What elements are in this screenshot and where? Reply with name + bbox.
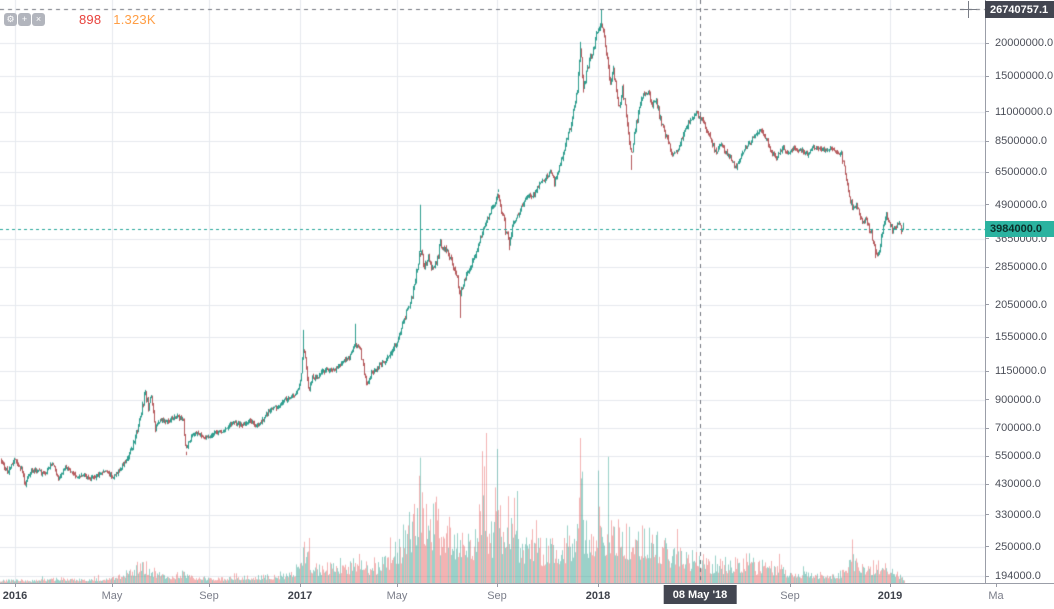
price-tick-mark: [985, 304, 989, 306]
crosshair-price-label: 26740757.1: [985, 1, 1054, 18]
price-tick-mark: [985, 546, 989, 548]
price-tick-mark: [985, 266, 989, 268]
time-tick-label: 2018: [585, 590, 611, 602]
time-tick-label: Ma: [988, 590, 1004, 602]
price-tick-label: 4900000.0: [985, 199, 1047, 211]
crosshair-date-label: 08 May '18: [663, 585, 737, 604]
price-tick-mark: [985, 575, 989, 577]
price-tick-label: 11000000.0: [985, 106, 1052, 118]
last-price-label: 3984000.0: [985, 220, 1054, 237]
time-tick-label: 2019: [877, 590, 903, 602]
time-tick-label: May: [386, 590, 408, 602]
price-tick-label: 2050000.0: [985, 299, 1047, 311]
price-tick-label: 550000.0: [985, 450, 1041, 462]
price-tick-label: 330000.0: [985, 509, 1041, 521]
price-tick-mark: [985, 204, 989, 206]
price-tick-mark: [985, 171, 989, 173]
time-tick-mark: [497, 583, 498, 587]
price-tick-label: 430000.0: [985, 478, 1041, 490]
price-tick-label: 2850000.0: [985, 261, 1047, 273]
time-axis-border: [0, 583, 1054, 584]
time-tick-mark: [890, 583, 891, 587]
price-tick-label: 700000.0: [985, 422, 1041, 434]
price-tick-mark: [985, 42, 989, 44]
crosshair-plus-glyph: [960, 1, 977, 18]
price-tick-label: 900000.0: [985, 394, 1041, 406]
price-tick-label: 1550000.0: [985, 331, 1047, 343]
time-tick-mark: [15, 583, 16, 587]
add-alert-plus-icon[interactable]: [960, 1, 977, 18]
price-axis-border: [985, 0, 986, 583]
price-tick-mark: [985, 514, 989, 516]
time-tick-mark: [790, 583, 791, 587]
time-tick-mark: [112, 583, 113, 587]
time-axis[interactable]: 2016 May Sep 2017 May Sep 2018 Sep 2019 Ma: [0, 583, 1054, 609]
time-tick-label: Sep: [487, 590, 507, 602]
price-tick-mark: [985, 140, 989, 142]
time-tick-label: 2017: [287, 590, 313, 602]
price-tick-mark: [985, 336, 989, 338]
time-tick-mark: [397, 583, 398, 587]
price-tick-label: 194000.0: [985, 570, 1041, 582]
price-tick-label: 8500000.0: [985, 135, 1047, 147]
time-tick-mark: [300, 583, 301, 587]
price-tick-mark: [985, 483, 989, 485]
legend-value-2: 1.323K: [113, 12, 156, 27]
time-tick-label: 2016: [2, 590, 28, 602]
close-icon: ×: [35, 14, 42, 24]
plus-icon: +: [21, 14, 28, 24]
close-button[interactable]: ×: [32, 13, 45, 26]
time-tick-mark: [209, 583, 210, 587]
settings-button[interactable]: ⚙: [4, 13, 17, 26]
add-button[interactable]: +: [18, 13, 31, 26]
price-axis[interactable]: 20000000.0 15000000.0 11000000.0 8500000.0 6…: [985, 0, 1054, 583]
time-tick-mark: [996, 583, 997, 587]
time-tick-label: Sep: [780, 590, 800, 602]
price-tick-mark: [985, 427, 989, 429]
price-tick-label: 1150000.0: [985, 365, 1046, 377]
time-tick-mark: [598, 583, 599, 587]
chart-legend: ⚙ + × 898 1.323K: [4, 12, 156, 27]
price-tick-label: 6500000.0: [985, 166, 1047, 178]
price-tick-mark: [985, 399, 989, 401]
price-tick-mark: [985, 238, 989, 240]
price-tick-mark: [985, 455, 989, 457]
price-tick-label: 250000.0: [985, 541, 1041, 553]
price-tick-label: 15000000.0: [985, 70, 1053, 82]
time-tick-label: May: [101, 590, 123, 602]
price-chart-canvas[interactable]: [0, 0, 985, 583]
gear-icon: ⚙: [6, 14, 15, 24]
price-tick-label: 20000000.0: [985, 37, 1053, 49]
price-tick-mark: [985, 75, 989, 77]
price-tick-mark: [985, 370, 989, 372]
time-tick-label: Sep: [199, 590, 219, 602]
price-tick-mark: [985, 111, 989, 113]
legend-value-1: 898: [79, 12, 102, 27]
